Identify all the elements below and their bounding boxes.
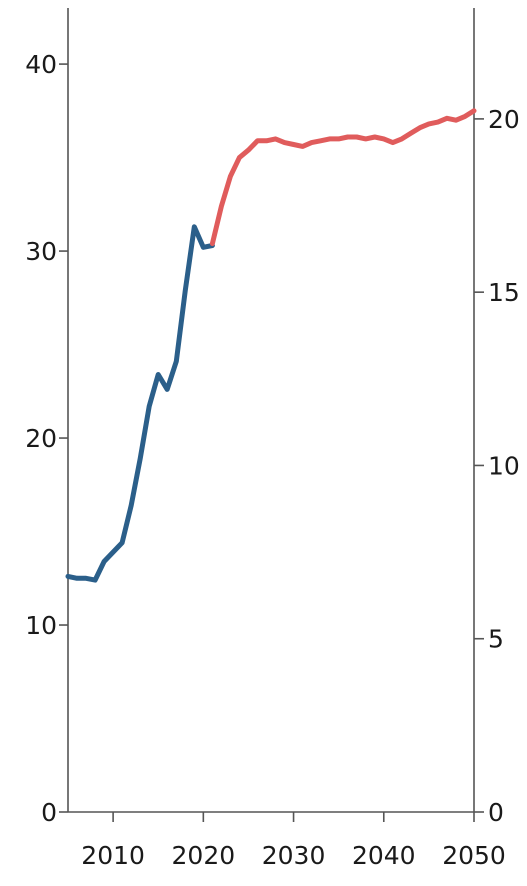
right-y-tick-label: 15 (488, 278, 520, 307)
x-tick-label: 2020 (172, 841, 236, 870)
left-y-tick-label: 20 (25, 424, 57, 453)
series-line-projected (209, 108, 477, 247)
x-tick-label: 2030 (262, 841, 326, 870)
left-y-tick-label: 30 (25, 237, 57, 266)
right-y-tick-label: 10 (488, 451, 520, 480)
right-y-tick-label: 0 (488, 798, 504, 827)
left-y-tick-label: 40 (25, 50, 57, 79)
series-line-historical (65, 224, 215, 583)
x-tick-label: 2040 (352, 841, 416, 870)
left-y-tick-label: 10 (25, 611, 57, 640)
right-y-tick-label: 5 (488, 625, 504, 654)
left-y-tick-label: 0 (41, 798, 57, 827)
x-tick-label: 2010 (81, 841, 145, 870)
right-y-tick-label: 20 (488, 105, 520, 134)
x-tick-label: 2050 (442, 841, 506, 870)
